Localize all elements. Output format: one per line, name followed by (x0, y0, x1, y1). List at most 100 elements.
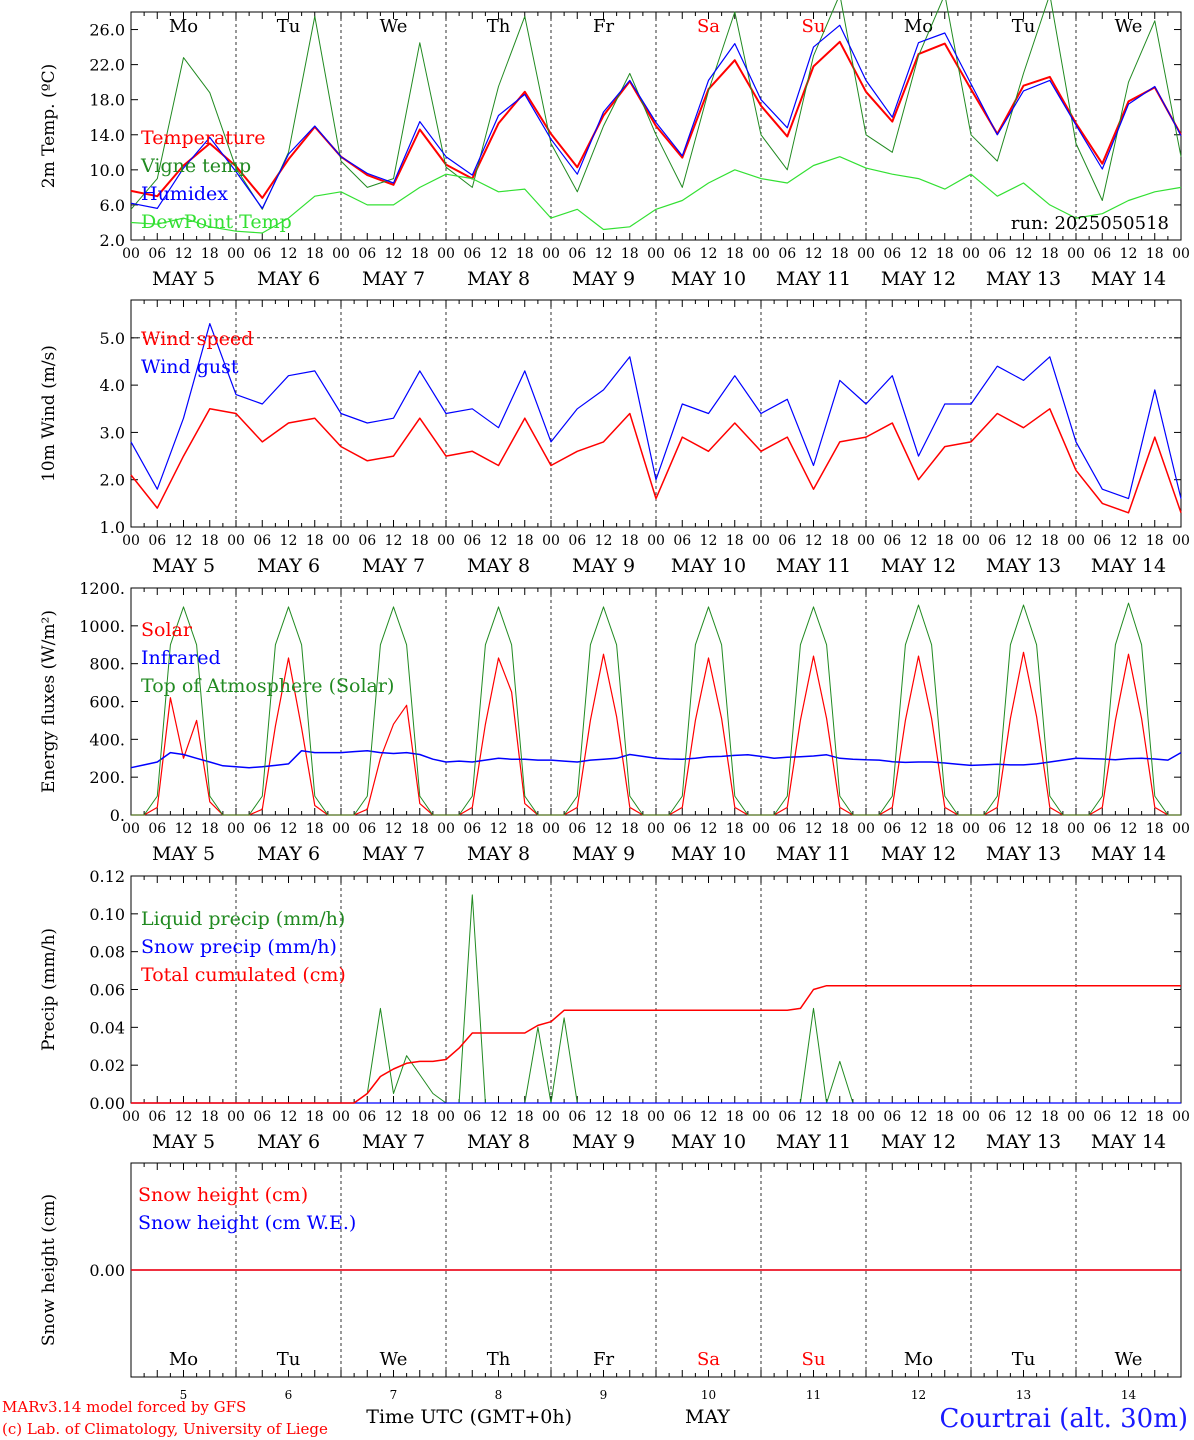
date-label: MAY 10 (671, 843, 746, 865)
weekday-label: Mo (904, 16, 933, 37)
hour-label: 06 (673, 1109, 691, 1125)
hour-label: 18 (621, 533, 639, 549)
date-label: MAY 14 (1091, 268, 1166, 290)
snow-ytick-label: 0.00 (89, 1261, 125, 1280)
hour-label: 18 (411, 533, 429, 549)
date-label: MAY 14 (1091, 1131, 1166, 1153)
wind-ytick-label: 1.0 (100, 518, 125, 537)
hour-label: 18 (201, 533, 219, 549)
hour-label: 06 (253, 1109, 271, 1125)
hour-label: 18 (1041, 1109, 1059, 1125)
precip-legend-item: Total cumulated (cm) (141, 964, 346, 986)
hour-label: 06 (883, 1109, 901, 1125)
hour-label: 00 (962, 1109, 980, 1125)
precip-ytick-label: 0.00 (89, 1094, 125, 1113)
hour-label: 00 (647, 1109, 665, 1125)
snow-ylabel: Snow height (cm) (39, 1194, 59, 1346)
day-number-label: 13 (1016, 1388, 1031, 1402)
run-label: run: 2025050518 (1011, 213, 1169, 234)
hour-label: 12 (910, 1109, 928, 1125)
hour-label: 18 (726, 1109, 744, 1125)
hour-label: 12 (805, 821, 823, 837)
day-number-label: 14 (1121, 1388, 1137, 1402)
hour-label: 18 (1041, 246, 1059, 262)
day-number-label: 7 (390, 1388, 398, 1402)
hour-label: 12 (385, 246, 403, 262)
hour-label: 00 (962, 821, 980, 837)
temp-series-humidex (130, 24, 1182, 209)
temp-series-temperature (130, 40, 1182, 199)
hour-label: 00 (1172, 821, 1190, 837)
precip-series-total-cumulated-cm (131, 984, 1181, 1104)
hour-label: 12 (700, 246, 718, 262)
hour-label: 12 (1015, 1109, 1033, 1125)
hour-label: 00 (437, 1109, 455, 1125)
weekday-label: Tu (277, 16, 301, 37)
hour-label: 00 (542, 821, 560, 837)
hour-label: 00 (752, 821, 770, 837)
hour-label: 12 (1120, 533, 1138, 549)
date-label: MAY 12 (881, 555, 956, 577)
energy-ytick-label: 0. (110, 806, 125, 825)
temp-legend-item: Vigne temp (140, 155, 251, 177)
precip-ylabel: Precip (mm/h) (39, 928, 59, 1051)
hour-label: 06 (358, 533, 376, 549)
hour-label: 12 (910, 533, 928, 549)
date-label: MAY 6 (257, 843, 320, 865)
wind-ytick-label: 5.0 (100, 329, 125, 348)
hour-label: 12 (1120, 1109, 1138, 1125)
date-label: MAY 13 (986, 268, 1061, 290)
temp-ylabel: 2m Temp. (ºC) (39, 64, 59, 189)
weekday-label: Tu (277, 1349, 301, 1370)
hour-label: 00 (542, 533, 560, 549)
hour-label: 12 (175, 821, 193, 837)
footer: MARv3.14 model forced by GFS (c) Lab. of… (2, 1398, 1188, 1438)
day-number-label: 9 (600, 1388, 608, 1402)
energy-ytick-label: 800. (89, 655, 125, 674)
hour-label: 06 (358, 246, 376, 262)
wind-series-wind-speed (130, 408, 1182, 514)
date-label: MAY 8 (467, 555, 530, 577)
hour-label: 00 (1067, 246, 1085, 262)
hour-label: 18 (621, 1109, 639, 1125)
hour-label: 18 (516, 1109, 534, 1125)
hour-label: 00 (857, 1109, 875, 1125)
energy-ytick-label: 400. (89, 730, 125, 749)
temp-ytick-label: 10.0 (89, 161, 125, 180)
date-label: MAY 10 (671, 555, 746, 577)
hour-label: 00 (752, 1109, 770, 1125)
date-label: MAY 7 (362, 268, 425, 290)
hour-label: 18 (1146, 1109, 1164, 1125)
hour-label: 06 (673, 821, 691, 837)
weekday-label: Su (802, 1349, 826, 1370)
hour-label: 00 (1067, 821, 1085, 837)
hour-label: 18 (411, 821, 429, 837)
hour-label: 12 (1120, 821, 1138, 837)
hour-label: 00 (122, 533, 140, 549)
hour-label: 18 (1041, 533, 1059, 549)
precip-ytick-label: 0.08 (89, 943, 125, 962)
precip-ytick-label: 0.06 (89, 981, 125, 1000)
hour-label: 06 (253, 533, 271, 549)
hour-label: 18 (411, 1109, 429, 1125)
hour-label: 00 (332, 533, 350, 549)
day-number-label: 12 (911, 1388, 926, 1402)
hour-label: 12 (175, 533, 193, 549)
hour-label: 06 (1093, 1109, 1111, 1125)
hour-label: 18 (726, 533, 744, 549)
temp-legend-item: Temperature (141, 127, 265, 149)
precip-legend-item: Snow precip (mm/h) (141, 936, 337, 958)
weekday-label: Mo (169, 1349, 198, 1370)
hour-label: 12 (1015, 533, 1033, 549)
hour-label: 18 (516, 533, 534, 549)
temp-series-dewpoint-temp (130, 156, 1182, 234)
hour-label: 18 (831, 246, 849, 262)
hour-label: 00 (122, 1109, 140, 1125)
temp-ytick-label: 2.0 (100, 231, 125, 250)
hour-label: 06 (883, 533, 901, 549)
hour-label: 00 (962, 533, 980, 549)
date-label: MAY 7 (362, 843, 425, 865)
hour-label: 00 (437, 246, 455, 262)
wind-legend-item: Wind gust (141, 356, 239, 378)
